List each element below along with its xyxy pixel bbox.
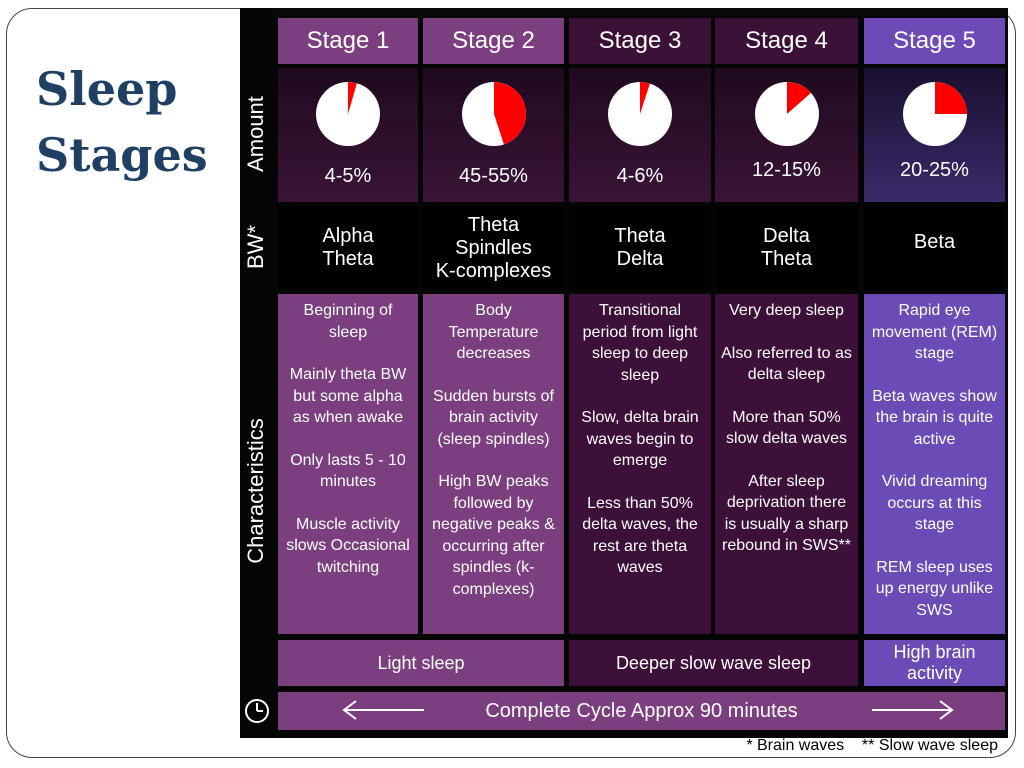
characteristic-item: Vivid dreaming occurs at this stage: [881, 473, 988, 533]
stage-4-header: Stage 4: [715, 18, 858, 64]
stage-5-amount: 20-25%: [900, 159, 969, 181]
characteristic-item: Sudden bursts of brain activity (sleep s…: [433, 387, 554, 448]
stage-3-header: Stage 3: [569, 18, 711, 64]
pie-slice: [640, 82, 650, 114]
stage-2-bw: Theta Spindles K-complexes: [423, 207, 564, 289]
bw-line: Delta: [616, 248, 664, 270]
characteristic-item: Muscle activity slows Occasional twitchi…: [286, 515, 410, 576]
pie-slice: [493, 82, 526, 145]
stage-3-amount-cell: 4-6%: [569, 68, 711, 202]
row-label-amount: Amount: [243, 96, 268, 172]
characteristic-item: Transitional period from light sleep to …: [582, 302, 698, 384]
stage-4-amount-cell: 12-15%: [715, 68, 858, 202]
bw-line: K-complexes: [435, 259, 552, 282]
stage-1-amount-cell: 4-5%: [278, 68, 418, 202]
characteristic-item: Very deep sleep: [729, 302, 844, 319]
bw-line: Theta: [322, 248, 374, 270]
pie-slice: [348, 82, 357, 114]
stage-1-bw: Alpha Theta: [278, 207, 418, 289]
characteristic-item: More than 50% slow delta waves: [726, 408, 847, 448]
characteristic-item: Beginning of sleep: [303, 302, 393, 341]
bw-line: Alpha: [322, 225, 374, 247]
characteristic-item: After sleep deprivation there is usually…: [722, 472, 851, 555]
left-arrow-icon: [342, 700, 424, 720]
bw-line: Theta: [760, 248, 813, 270]
characteristic-item: REM sleep uses up energy unlike SWS: [875, 558, 994, 619]
bw-line: Theta: [614, 225, 666, 247]
slide-title: Sleep Stages: [36, 56, 236, 188]
summary-line: High brain: [893, 642, 976, 662]
stage-4-bw: Delta Theta: [715, 207, 858, 289]
stage-3-amount: 4-6%: [616, 165, 664, 187]
cycle-text: Complete Cycle Approx 90 minutes: [485, 699, 798, 722]
bw-line: Delta: [763, 225, 810, 247]
bw-line: Theta: [467, 213, 520, 236]
clock-icon: [242, 692, 272, 730]
stage-1-characteristics: Beginning of sleep Mainly theta BW but s…: [278, 294, 418, 634]
table-top-border: [272, 8, 1008, 16]
characteristic-item: Beta waves show the brain is quite activ…: [872, 387, 997, 448]
characteristic-item: High BW peaks followed by negative peaks…: [432, 473, 555, 598]
stage-4-amount: 12-15%: [752, 159, 821, 181]
stage-3-pie: [608, 82, 672, 146]
row-label-bw: BW*: [243, 225, 268, 269]
row-label-characteristics: Characteristics: [243, 418, 268, 564]
stage-5-pie: [902, 82, 967, 146]
stage-1-header: Stage 1: [278, 18, 418, 64]
stage-2-amount: 45-55%: [459, 165, 528, 187]
light-sleep-summary: Light sleep: [278, 640, 564, 686]
pie-slice: [934, 82, 967, 114]
title-line-1: Sleep: [36, 62, 178, 116]
stage-3-bw: Theta Delta: [569, 207, 711, 289]
stage-2-characteristics: Body Temperature decreases Sudden bursts…: [423, 294, 564, 634]
characteristic-item: Only lasts 5 - 10 minutes: [290, 451, 406, 491]
stage-5-bw: Beta: [864, 207, 1005, 289]
characteristic-item: Less than 50% delta waves, the rest are …: [582, 494, 698, 577]
title-line-2: Stages: [36, 128, 208, 182]
characteristic-item: Slow, delta brain waves begin to emerge: [581, 409, 699, 469]
right-arrow-icon: [872, 700, 954, 720]
stage-4-pie: [754, 82, 819, 146]
deeper-sleep-summary: Deeper slow wave sleep: [569, 640, 858, 686]
characteristic-item: Also referred to as delta sleep: [721, 344, 852, 384]
stage-5-characteristics: Rapid eye movement (REM) stage Beta wave…: [864, 294, 1005, 634]
stage-4-characteristics: Very deep sleep Also referred to as delt…: [715, 294, 858, 634]
stage-2-pie: [461, 82, 526, 146]
stage-5-header: Stage 5: [864, 18, 1005, 64]
stage-2-header: Stage 2: [423, 18, 564, 64]
cycle-bar: Complete Cycle Approx 90 minutes: [278, 692, 1005, 730]
bw-line: Spindles: [455, 236, 532, 259]
characteristic-item: Rapid eye movement (REM) stage: [871, 302, 998, 362]
footnote: * Brain waves ** Slow wave sleep: [746, 737, 998, 754]
stage-2-amount-cell: 45-55%: [423, 68, 564, 202]
stage-5-amount-cell: 20-25%: [864, 68, 1005, 202]
bw-line: Beta: [913, 231, 956, 253]
pie-slice: [786, 82, 811, 114]
summary-line: activity: [906, 663, 962, 683]
high-brain-activity-summary: High brain activity: [864, 640, 1005, 686]
characteristic-item: Mainly theta BW but some alpha as when a…: [289, 366, 407, 426]
characteristic-item: Body Temperature decreases: [448, 302, 539, 362]
stage-3-characteristics: Transitional period from light sleep to …: [569, 294, 711, 634]
stage-1-pie: [316, 82, 380, 146]
stage-1-amount: 4-5%: [324, 165, 372, 187]
